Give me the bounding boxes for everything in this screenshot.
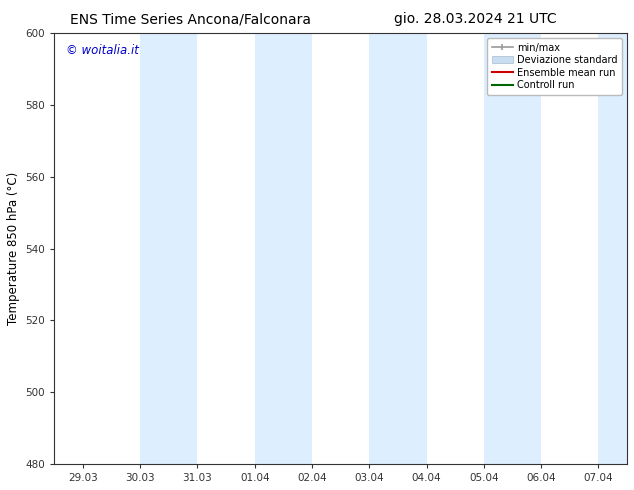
Bar: [140, 33, 197, 464]
Bar: [598, 33, 627, 464]
Y-axis label: Temperature 850 hPa (°C): Temperature 850 hPa (°C): [7, 172, 20, 325]
Bar: [255, 33, 312, 464]
Text: gio. 28.03.2024 21 UTC: gio. 28.03.2024 21 UTC: [394, 12, 557, 26]
Bar: [484, 33, 541, 464]
Text: © woitalia.it: © woitalia.it: [66, 44, 139, 57]
Legend: min/max, Deviazione standard, Ensemble mean run, Controll run: min/max, Deviazione standard, Ensemble m…: [487, 38, 622, 95]
Bar: [370, 33, 427, 464]
Text: ENS Time Series Ancona/Falconara: ENS Time Series Ancona/Falconara: [70, 12, 311, 26]
